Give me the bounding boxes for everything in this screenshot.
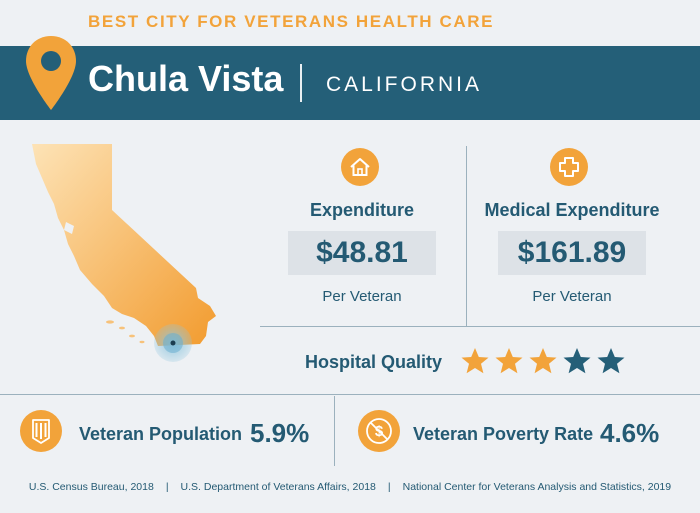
house-icon xyxy=(341,148,379,186)
expenditure-title: Expenditure xyxy=(309,200,415,220)
medical-expenditure-per: Per Veteran xyxy=(532,288,612,305)
stat-divider-horizontal xyxy=(260,326,700,327)
state-name: CALIFORNIA xyxy=(326,73,483,96)
source-item: U.S. Census Bureau, 2018 xyxy=(28,481,154,493)
medical-cross-icon xyxy=(550,148,588,186)
source-separator: | xyxy=(165,481,169,493)
star-filled-icon xyxy=(495,348,523,374)
veteran-population-label: Veteran Population xyxy=(79,424,243,444)
veteran-poverty-rate-value: 4.6% xyxy=(600,418,660,448)
stat-divider-vertical xyxy=(466,146,467,326)
sources: U.S. Census Bureau, 2018 | U.S. Department… xyxy=(0,481,700,493)
star-empty-icon xyxy=(597,348,625,374)
expenditure-per: Per Veteran xyxy=(322,288,402,305)
medical-expenditure-value: $161.89 xyxy=(498,231,646,275)
bottom-divider xyxy=(334,396,335,466)
no-dollar-icon: $ xyxy=(358,410,400,452)
star-filled-icon xyxy=(529,348,557,374)
page-title: BEST CITY FOR VETERANS HEALTH CARE xyxy=(88,12,495,31)
city-name: Chula Vista xyxy=(88,58,284,99)
medical-expenditure-title: Medical Expenditure xyxy=(484,200,660,220)
hospital-quality-rating xyxy=(460,346,626,376)
header-banner xyxy=(0,46,700,120)
source-separator: | xyxy=(387,481,391,493)
banner-divider xyxy=(300,64,302,102)
svg-text:$: $ xyxy=(375,423,384,440)
location-pin-icon xyxy=(26,36,76,110)
california-map xyxy=(32,144,216,362)
source-item: U.S. Department of Veterans Affairs, 201… xyxy=(180,481,376,493)
veteran-poverty-rate-label: Veteran Poverty Rate xyxy=(413,424,594,444)
star-filled-icon xyxy=(461,348,489,374)
source-item: National Center for Veterans Analysis an… xyxy=(402,481,672,493)
hospital-quality-label: Hospital Quality xyxy=(305,352,443,372)
expenditure-value: $48.81 xyxy=(288,231,436,275)
military-badge-icon xyxy=(20,410,62,452)
section-divider xyxy=(0,394,700,395)
star-empty-icon xyxy=(563,348,591,374)
veteran-population-value: 5.9% xyxy=(250,418,310,448)
